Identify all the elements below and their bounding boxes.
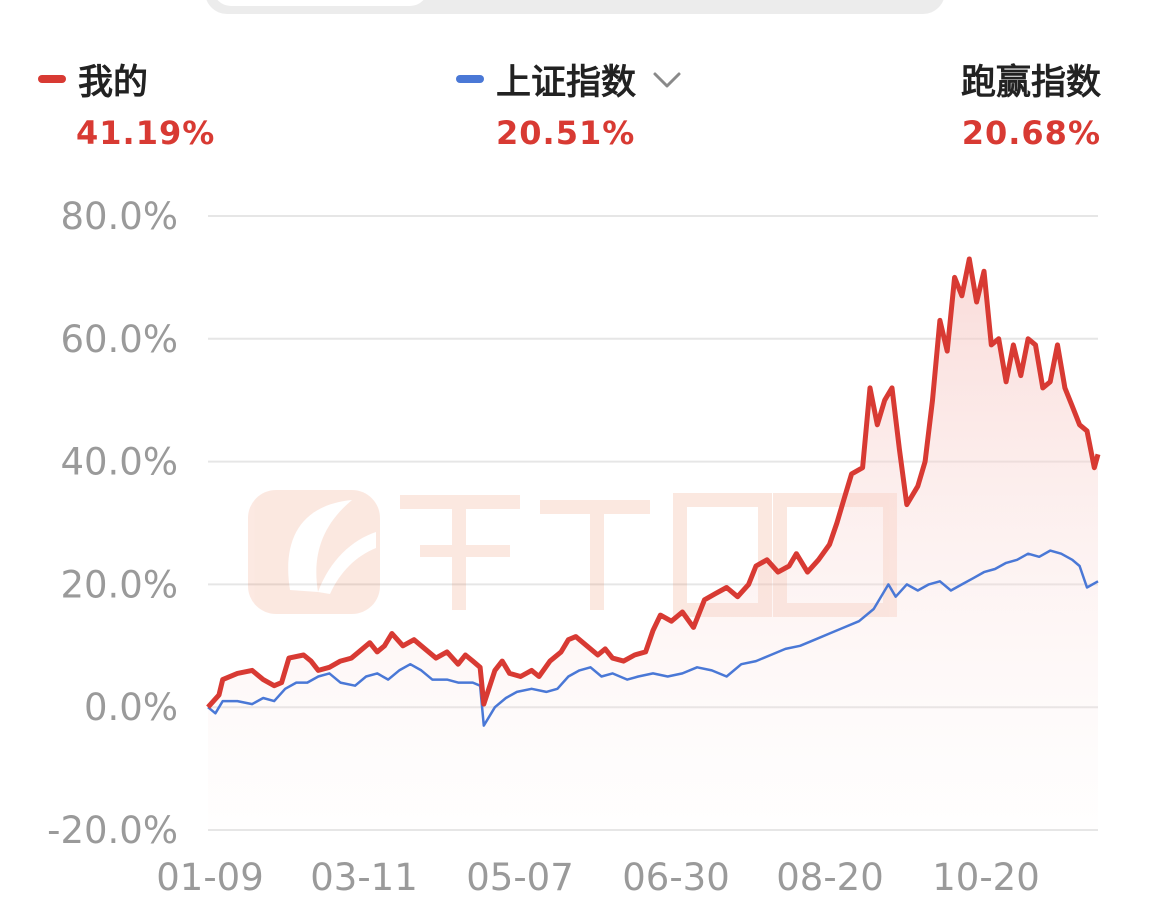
x-tick-label: 03-11 [310,856,418,899]
y-tick-label: 80.0% [60,195,178,238]
y-tick-label: 40.0% [60,441,178,484]
legend-mine[interactable]: 我的 [38,56,149,103]
top-segment-selected [213,0,428,6]
legend-mine-line [38,75,66,83]
legend-index-value: 20.51% [496,114,636,152]
x-axis-ticks: 01-09 03-11 05-07 06-30 08-20 10-20 [156,856,1040,899]
legend-beat-value: 20.68% [961,114,1101,152]
y-axis-ticks: 80.0% 60.0% 40.0% 20.0% 0.0% -20.0% [47,195,178,852]
x-tick-label: 10-20 [932,856,1040,899]
legend-index[interactable]: 上证指数 [456,56,682,103]
mine-area-fill [208,259,1098,830]
legend-index-line [456,75,484,83]
x-tick-label: 05-07 [466,856,574,899]
legend-mine-value: 41.19% [76,114,216,152]
mine-series-line [206,256,1101,709]
x-tick-label: 01-09 [156,856,264,899]
top-segment-control [205,0,945,14]
y-tick-label: 0.0% [84,686,178,729]
legend-beat-label: 跑赢指数 [960,62,1101,103]
legend-mine-label: 我的 [78,62,149,103]
y-tick-label: -20.0% [47,809,178,852]
y-tick-label: 20.0% [60,563,178,606]
x-tick-label: 08-20 [776,856,884,899]
x-tick-label: 06-30 [622,856,730,899]
legend-beat: 跑赢指数 [960,56,1101,103]
y-tick-label: 60.0% [60,318,178,361]
chevron-down-icon[interactable] [652,64,682,94]
index-series-line [207,549,1099,727]
legend-index-label: 上证指数 [496,62,637,103]
